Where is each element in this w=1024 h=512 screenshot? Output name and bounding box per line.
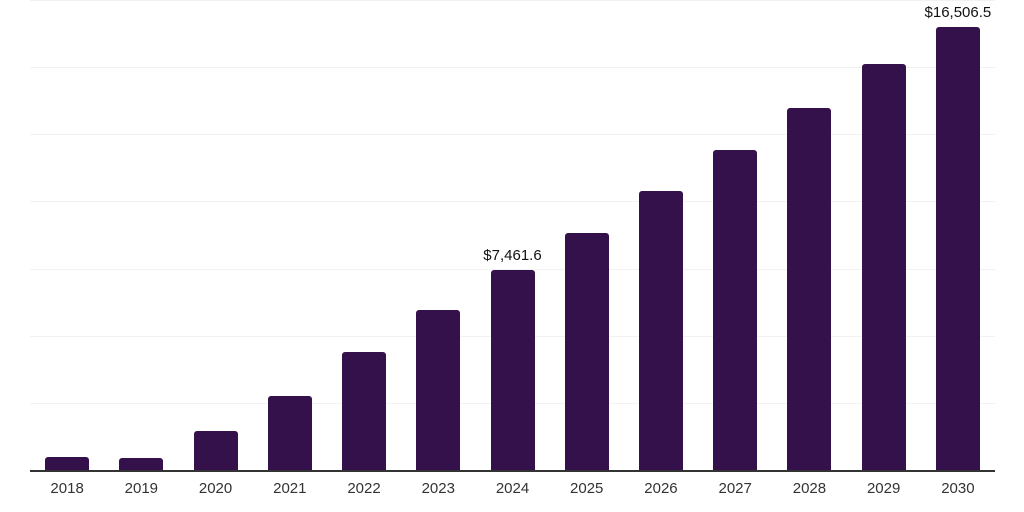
data-label-2024: $7,461.6 [483, 246, 542, 264]
x-tick-label-2025: 2025 [570, 480, 604, 497]
bar-2023 [416, 310, 461, 470]
x-tick-label-2019: 2019 [124, 480, 159, 497]
x-tick-label-2022: 2022 [347, 480, 381, 497]
bar-2019 [119, 457, 164, 470]
bar-2025 [564, 232, 609, 470]
bar-2027 [713, 150, 758, 470]
bar-2028 [787, 108, 832, 470]
x-tick-label-2026: 2026 [644, 480, 678, 497]
x-tick-label-2020: 2020 [198, 480, 233, 497]
x-tick-label-2021: 2021 [273, 480, 307, 497]
plot-area: $7,461.6 $16,506.5 [30, 0, 995, 472]
bar-2029 [861, 64, 906, 470]
gridline [30, 201, 995, 203]
x-tick-label-2028: 2028 [792, 480, 827, 497]
x-axis: 2018 2019 2020 2021 2022 2023 2024 2025 2026 2027… [0, 479, 1024, 503]
gridline [30, 67, 995, 69]
bar-2026 [638, 191, 683, 470]
gridline [30, 268, 995, 270]
gridline [30, 0, 995, 1]
x-tick-label-2024: 2024 [495, 480, 530, 497]
bar-2020 [193, 431, 238, 470]
x-tick-label-2029: 2029 [866, 480, 901, 497]
x-tick-label-2030: 2030 [941, 480, 975, 497]
gridline [30, 134, 995, 136]
data-label-2030: $16,506.5 [924, 3, 992, 21]
bar-2018 [45, 457, 90, 470]
bar-2024 [490, 269, 535, 470]
x-tick-label-2023: 2023 [421, 480, 455, 497]
bar-2030 [935, 26, 980, 470]
x-tick-label-2018: 2018 [50, 480, 84, 497]
bar-2021 [267, 395, 312, 470]
x-tick-label-2027: 2027 [718, 480, 752, 497]
bar-2022 [342, 352, 387, 470]
